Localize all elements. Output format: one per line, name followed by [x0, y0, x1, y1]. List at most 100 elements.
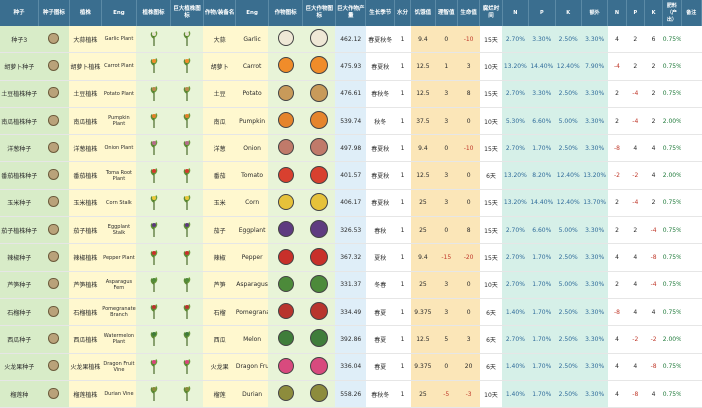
giant-crop-icon	[302, 189, 336, 218]
plant-name: 玉米植株	[69, 189, 102, 218]
nutrient-p: 6.60%	[528, 216, 555, 245]
nutrient-k: 2.50%	[555, 325, 582, 354]
plant-name: 大蒜植株	[69, 26, 102, 54]
nutrient-n: 1.40%	[502, 380, 529, 408]
health: 0	[457, 161, 480, 190]
giant-plant-icon	[182, 194, 192, 210]
health: 0	[457, 107, 480, 136]
crop-icon	[268, 26, 303, 54]
fert-pct: 2.00%	[662, 325, 682, 354]
hunger: 12.5	[410, 52, 436, 81]
table-row: 种子3 大蒜植株 Garlic Plant 大蒜 Garlic 462.12 春夏秋冬 1 9.…	[0, 26, 702, 54]
fert-k: 2	[644, 189, 663, 218]
nutrient-p: 1.70%	[528, 134, 555, 163]
seed-icon	[38, 189, 70, 218]
max-yield: 331.37	[335, 271, 366, 299]
header-season: 生长季节	[365, 0, 395, 26]
crop-icon	[277, 275, 294, 292]
nutrient-p: 3.30%	[528, 26, 555, 54]
giant-crop-icon	[302, 216, 336, 245]
plant-name: 石榴植株	[69, 298, 102, 327]
giant-plant-icon	[182, 330, 192, 347]
header-water: 水分	[394, 0, 412, 26]
nutrient-n: 1.40%	[502, 298, 529, 327]
max-yield: 558.26	[335, 380, 366, 408]
sanity: 0	[435, 134, 458, 163]
crop-name: 土豆	[203, 80, 236, 108]
seed-icon	[38, 134, 70, 163]
header-kk: K	[644, 0, 664, 26]
nutrient-extra: 3.30%	[581, 271, 608, 299]
crop-icon	[277, 84, 294, 101]
plant-icon	[149, 112, 159, 129]
season: 春秋冬	[365, 380, 395, 408]
crop-name: 火龙果	[203, 353, 236, 381]
spoil: 6天	[479, 325, 503, 354]
crop-name: 茄子	[203, 216, 236, 245]
fert-p: 4	[626, 134, 645, 163]
crop-icon	[277, 303, 294, 320]
plant-eng: Garlic Plant	[101, 26, 137, 54]
plant-icon	[149, 139, 159, 156]
plant-icon	[149, 57, 159, 74]
giant-crop-icon	[310, 356, 329, 375]
fert-k: -4	[644, 271, 663, 299]
crop-icon	[268, 161, 303, 190]
seed-name: 番茄植株种子	[0, 161, 39, 190]
crop-icon	[277, 112, 294, 129]
nutrient-n: 2.70%	[502, 216, 529, 245]
crop-icon	[277, 248, 294, 265]
giant-crop-icon	[302, 134, 336, 163]
seed-icon	[38, 80, 70, 108]
giant-crop-icon	[302, 161, 336, 190]
seed-icon	[48, 32, 60, 44]
nutrient-k: 2.50%	[555, 134, 582, 163]
plant-name: 茄子植株	[69, 216, 102, 245]
fert-n: 4	[607, 243, 627, 272]
nutrient-k: 5.00%	[555, 107, 582, 136]
sanity: 3	[435, 80, 458, 108]
crop-eng: Carrot	[235, 52, 269, 81]
seed-name: 辣椒种子	[0, 243, 39, 272]
seed-icon	[48, 360, 60, 372]
fert-pct: 0.75%	[662, 353, 682, 381]
plant-icon	[136, 353, 171, 381]
seed-icon	[38, 107, 70, 136]
notes	[681, 161, 702, 190]
crop-eng: Corn	[235, 189, 269, 218]
giant-plant-icon	[170, 189, 204, 218]
giant-crop-icon	[302, 243, 336, 272]
sanity: 3	[435, 189, 458, 218]
fert-k: 4	[644, 134, 663, 163]
giant-crop-icon	[310, 29, 329, 48]
header-hunger: 饥饿值	[410, 0, 436, 26]
plant-name: 番茄植株	[69, 161, 102, 190]
plant-icon	[136, 271, 171, 299]
header-nn: N	[607, 0, 627, 26]
sanity: 3	[435, 271, 458, 299]
hunger: 9.4	[410, 243, 436, 272]
table-row: 胡萝卜种子 胡萝卜植株 Carrot Plant 胡萝卜 Carrot 475.93 春夏秋…	[0, 52, 702, 81]
plant-icon	[149, 30, 159, 47]
crop-name: 石榴	[203, 298, 236, 327]
giant-crop-icon	[302, 298, 336, 327]
giant-plant-icon	[170, 52, 204, 81]
max-yield: 326.53	[335, 216, 366, 245]
header-pp: P	[626, 0, 645, 26]
sanity: -15	[435, 243, 458, 272]
crop-eng: Dragon Fruit	[235, 353, 269, 381]
plant-eng: Pomegranate Branch	[101, 298, 137, 327]
header-k: K	[555, 0, 582, 26]
crop-icon	[277, 30, 294, 47]
seed-icon	[38, 26, 70, 54]
plant-icon	[136, 243, 171, 272]
header-health: 生命值	[457, 0, 481, 26]
fert-k: -4	[644, 216, 663, 245]
hunger: 9.4	[410, 134, 436, 163]
season: 夏秋	[365, 243, 395, 272]
header-giant-icon: 巨大植株图标	[170, 0, 204, 26]
water: 1	[394, 52, 411, 81]
water: 1	[394, 107, 411, 136]
notes	[681, 353, 702, 381]
